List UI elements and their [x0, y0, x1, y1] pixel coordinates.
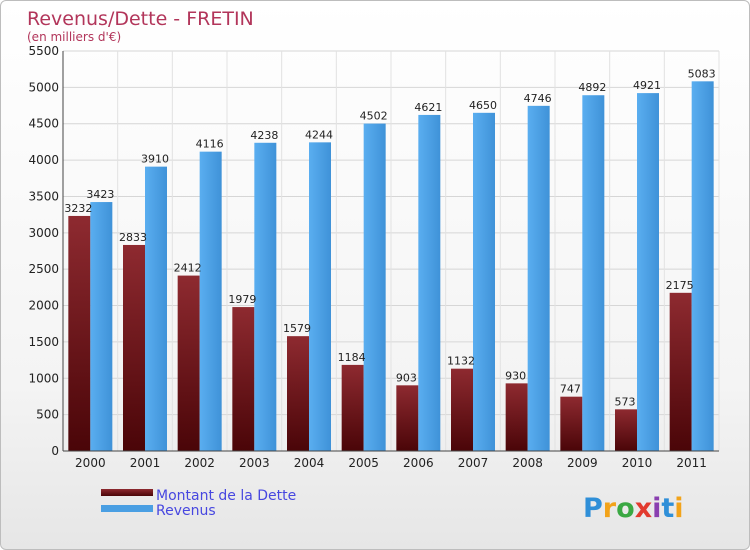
y-tick-label-4000: 4000 [28, 153, 59, 167]
x-axis-ticks: 2000 2001 2002 2003 2004 2005 2006 2007 2008 2009… [75, 456, 707, 470]
y-tick-label-5500: 5500 [28, 44, 59, 58]
x-tick-label-2010: 2010 [622, 456, 653, 470]
bar-revenus-2001 [145, 166, 167, 452]
bar-revenus-2007 [473, 112, 495, 452]
bar-revenus-2011 [691, 81, 714, 451]
data-label-revenus-2009: 4892 [578, 81, 606, 94]
x-tick-label-2004: 2004 [294, 456, 325, 470]
bar-dette-2001 [123, 244, 145, 451]
data-label-dette-2009: 747 [560, 383, 581, 396]
bar-dette-2003 [232, 307, 255, 451]
bar-revenus-2005 [363, 123, 386, 451]
legend: Montant de la Dette Revenus [101, 488, 296, 519]
data-label-dette-2003: 1979 [228, 293, 256, 306]
axes [62, 51, 719, 452]
bar-dette-2009 [560, 396, 583, 451]
chart-title: Revenus/Dette - FRETIN [27, 8, 254, 30]
x-tick-label-2001: 2001 [130, 456, 161, 470]
bar-dette-2004 [287, 336, 309, 451]
legend-label-revenus: Revenus [156, 503, 216, 519]
bar-dette-2002 [177, 275, 200, 451]
x-tick-label-2003: 2003 [239, 456, 270, 470]
data-label-dette-2010: 573 [615, 395, 636, 408]
data-label-revenus-2000: 3423 [86, 188, 114, 201]
bar-dette-2006 [396, 385, 419, 451]
data-label-revenus-2003: 4238 [250, 129, 278, 142]
data-label-dette-2000: 3232 [64, 202, 92, 215]
legend-swatch-dette [101, 489, 153, 496]
bar-revenus-2004 [309, 142, 331, 451]
bar-revenus-2000 [90, 202, 113, 451]
data-label-revenus-2002: 4116 [196, 138, 224, 151]
legend-label-dette: Montant de la Dette [156, 488, 296, 504]
logo-letter-o: o [616, 493, 635, 524]
data-label-revenus-2007: 4650 [469, 99, 497, 112]
bar-dette-2011 [669, 292, 692, 451]
data-label-revenus-2006: 4621 [414, 101, 442, 114]
bar-dette-2007 [451, 368, 473, 451]
bar-revenus-2006 [418, 114, 441, 451]
y-tick-label-500: 500 [36, 408, 59, 422]
bar-revenus-2009 [582, 95, 605, 451]
x-tick-label-2007: 2007 [458, 456, 489, 470]
bar-revenus-2003 [254, 142, 277, 452]
x-tick-label-2009: 2009 [567, 456, 598, 470]
data-label-revenus-2010: 4921 [633, 79, 661, 92]
logo-letter-t: t [661, 493, 674, 524]
y-tick-label-5000: 5000 [28, 80, 59, 94]
y-tick-label-4500: 4500 [28, 117, 59, 131]
data-label-dette-2007: 1132 [447, 355, 475, 368]
data-label-dette-2002: 2412 [174, 262, 202, 275]
y-tick-label-2500: 2500 [28, 262, 59, 276]
bar-dette-2010 [615, 409, 637, 451]
data-label-dette-2008: 930 [505, 369, 526, 382]
bar-dette-2005 [341, 364, 364, 451]
y-tick-label-2000: 2000 [28, 299, 59, 313]
x-tick-label-2008: 2008 [512, 456, 543, 470]
logo-letter-i1: i [652, 493, 661, 524]
x-tick-label-2005: 2005 [348, 456, 379, 470]
data-label-dette-2004: 1579 [283, 322, 311, 335]
bar-revenus-2002 [199, 151, 222, 451]
data-label-revenus-2001: 3910 [141, 153, 169, 166]
logo-letter-r: r [603, 493, 617, 524]
proxiti-logo: Proxiti [583, 493, 684, 524]
proxiti-logo-text: Proxiti [583, 493, 684, 524]
data-label-revenus-2008: 4746 [524, 92, 552, 105]
y-tick-label-3000: 3000 [28, 226, 59, 240]
x-tick-label-2011: 2011 [676, 456, 707, 470]
y-tick-label-0: 0 [51, 444, 59, 458]
data-label-dette-2011: 2175 [666, 279, 694, 292]
x-tick-label-2000: 2000 [75, 456, 106, 470]
data-label-dette-2005: 1184 [338, 351, 366, 364]
data-label-dette-2001: 2833 [119, 231, 147, 244]
y-tick-label-3500: 3500 [28, 189, 59, 203]
bar-revenus-2010 [637, 93, 659, 451]
logo-letter-i2: i [674, 493, 683, 524]
data-label-revenus-2011: 5083 [688, 67, 716, 80]
chart-subtitle: (en milliers d'€) [27, 30, 121, 44]
logo-letter-x: x [635, 493, 652, 524]
y-tick-label-1500: 1500 [28, 335, 59, 349]
bar-dette-2000 [68, 215, 91, 451]
y-axis-ticks: 0 500 1000 1500 2000 2500 3000 3500 4000 4500 5000… [28, 44, 59, 458]
logo-letter-p: P [583, 493, 603, 524]
bars [68, 81, 714, 452]
data-label-dette-2006: 903 [396, 371, 417, 384]
data-label-revenus-2005: 4502 [360, 110, 388, 123]
y-tick-label-1000: 1000 [28, 371, 59, 385]
bar-dette-2008 [505, 383, 528, 451]
x-tick-label-2006: 2006 [403, 456, 434, 470]
bar-revenus-2008 [527, 105, 550, 451]
x-tick-label-2002: 2002 [184, 456, 215, 470]
legend-swatch-revenus [101, 505, 153, 512]
data-label-revenus-2004: 4244 [305, 128, 333, 141]
